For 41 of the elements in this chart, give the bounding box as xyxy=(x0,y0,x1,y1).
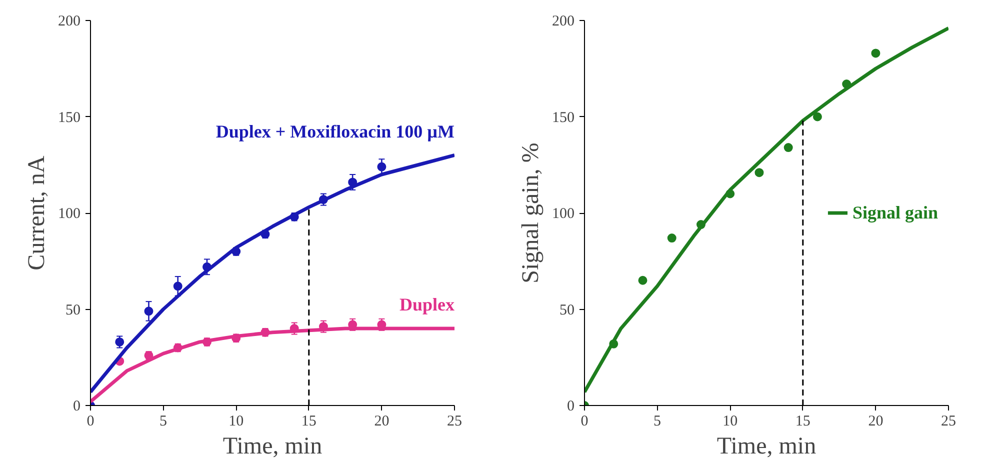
y-tick-label: 150 xyxy=(58,110,80,126)
x-tick-label: 10 xyxy=(228,414,244,430)
point xyxy=(144,306,154,316)
point xyxy=(812,112,822,122)
line-series xyxy=(90,154,454,394)
x-tick-label: 20 xyxy=(374,414,390,430)
x-axis-title: Time, min xyxy=(716,434,816,460)
y-tick-label: 0 xyxy=(567,398,574,414)
series-label: Duplex xyxy=(399,294,455,314)
y-tick-label: 0 xyxy=(73,398,80,414)
y-tick-label: 100 xyxy=(552,206,574,222)
y-axis-title: Signal gain, % xyxy=(518,142,544,284)
point xyxy=(115,337,124,346)
point xyxy=(377,162,386,172)
x-tick-label: 10 xyxy=(722,414,738,430)
y-axis-title: Current, nA xyxy=(24,155,50,270)
point xyxy=(667,234,676,243)
x-tick-label: 0 xyxy=(580,414,588,430)
x-tick-label: 15 xyxy=(301,414,316,430)
x-tick-label: 0 xyxy=(86,414,94,430)
x-tick-label: 5 xyxy=(654,414,662,430)
line-series xyxy=(584,26,948,394)
series-label: Duplex + Moxifloxacin 100 µM xyxy=(216,121,455,142)
y-tick-label: 200 xyxy=(552,14,574,30)
point xyxy=(638,276,648,285)
point xyxy=(871,48,880,58)
y-tick-label: 100 xyxy=(58,206,80,222)
point xyxy=(784,143,793,152)
y-tick-label: 50 xyxy=(560,302,574,318)
y-tick-label: 200 xyxy=(58,14,80,30)
y-tick-label: 50 xyxy=(66,302,80,318)
x-tick-label: 5 xyxy=(160,414,168,430)
point xyxy=(173,282,182,291)
x-axis-title: Time, min xyxy=(222,434,322,460)
y-tick-label: 150 xyxy=(552,110,574,126)
x-tick-label: 20 xyxy=(868,414,884,430)
x-tick-label: 25 xyxy=(941,414,956,430)
point xyxy=(754,168,764,178)
x-tick-label: 25 xyxy=(447,414,462,430)
legend-label: Signal gain xyxy=(852,202,938,223)
x-tick-label: 15 xyxy=(795,414,810,430)
